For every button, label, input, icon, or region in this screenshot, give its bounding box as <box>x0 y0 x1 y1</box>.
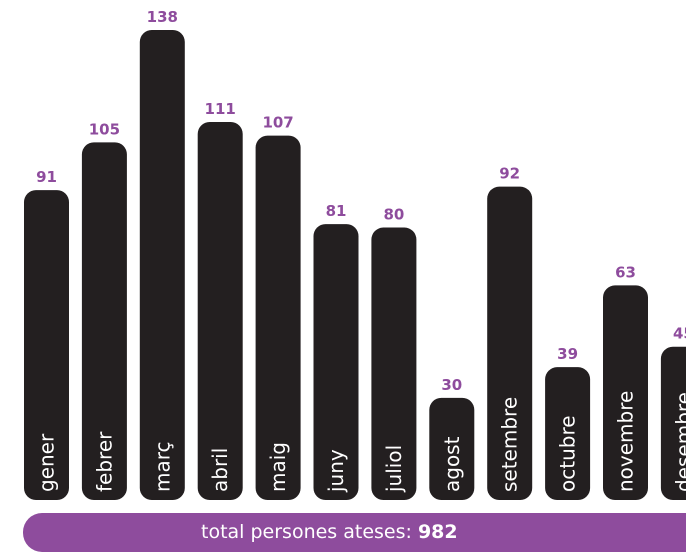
value-label-novembre: 63 <box>615 263 636 281</box>
value-label-desembre: 45 <box>673 325 686 343</box>
month-label-setembre: setembre <box>498 397 522 492</box>
bar-group-agost: 30 agost <box>429 376 475 500</box>
value-label-gener: 91 <box>36 168 57 186</box>
total-value: 982 <box>417 521 458 543</box>
bar-group-gener: 91 gener <box>24 168 69 501</box>
bar-group-setembre: 92 setembre <box>487 165 533 500</box>
value-label-juliol: 80 <box>383 206 404 224</box>
bar-febrer <box>81 142 127 501</box>
month-label-febrer: febrer <box>92 431 116 492</box>
month-label-juny: juny <box>324 449 348 493</box>
month-label-abril: abril <box>208 448 232 492</box>
bar-juliol <box>371 227 417 500</box>
value-label-maig: 107 <box>262 114 293 132</box>
value-label-agost: 30 <box>441 376 462 394</box>
month-label-maig: maig <box>266 442 290 492</box>
bar-novembre <box>603 285 648 500</box>
bar-setembre <box>487 186 533 500</box>
value-label-març: 138 <box>147 8 178 26</box>
value-label-febrer: 105 <box>89 120 120 138</box>
month-label-març: març <box>150 441 174 492</box>
bar-octubre <box>545 367 591 500</box>
month-label-octubre: octubre <box>556 415 580 492</box>
bar-abril <box>197 121 243 501</box>
bar-group-novembre: 63 novembre <box>603 263 648 500</box>
total-label: total persones ateses: <box>201 521 418 543</box>
bar-group-febrer: 105 febrer <box>81 120 127 501</box>
month-label-novembre: novembre <box>614 391 638 492</box>
bar-group-maig: 107 maig <box>255 114 301 500</box>
bar-desembre <box>660 346 686 500</box>
bar-maig <box>255 135 301 500</box>
value-label-abril: 111 <box>205 100 236 118</box>
value-label-octubre: 39 <box>557 345 578 363</box>
bar-group-juny: 81 juny <box>313 202 359 500</box>
bar-group-desembre: 45 desembre <box>660 325 686 500</box>
total-band: total persones ateses: 982 <box>23 513 686 552</box>
month-label-gener: gener <box>35 433 59 492</box>
bar-group-abril: 111 abril <box>197 100 243 501</box>
bar-agost <box>429 397 475 500</box>
bar-group-març: 138 març <box>139 8 185 500</box>
value-label-juny: 81 <box>326 202 347 220</box>
bar-group-octubre: 39 octubre <box>545 345 591 500</box>
value-label-setembre: 92 <box>499 165 520 183</box>
bar-group-juliol: 80 juliol <box>371 206 417 500</box>
bar-març <box>139 30 185 500</box>
bar-juny <box>313 224 359 500</box>
month-label-agost: agost <box>440 436 464 492</box>
month-label-desembre: desembre <box>671 392 686 492</box>
month-label-juliol: juliol <box>382 445 406 493</box>
bar-gener <box>24 190 69 501</box>
